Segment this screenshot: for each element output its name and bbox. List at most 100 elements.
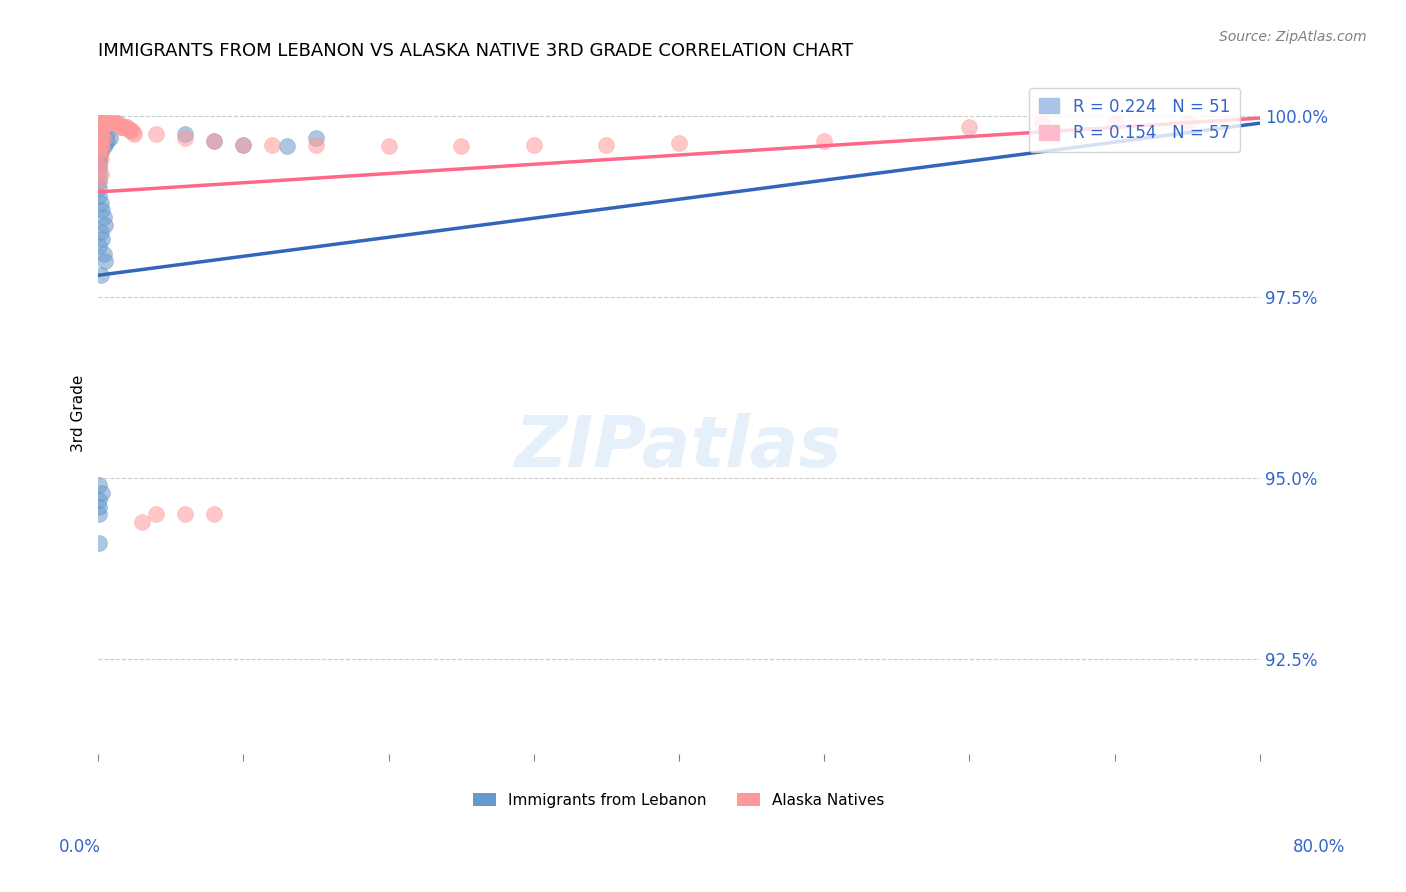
- Legend: Immigrants from Lebanon, Alaska Natives: Immigrants from Lebanon, Alaska Natives: [467, 787, 891, 814]
- Text: IMMIGRANTS FROM LEBANON VS ALASKA NATIVE 3RD GRADE CORRELATION CHART: IMMIGRANTS FROM LEBANON VS ALASKA NATIVE…: [98, 42, 853, 60]
- Point: [89, 492, 111, 507]
- Point: [118, 123, 141, 137]
- Point: [90, 195, 112, 210]
- Point: [98, 116, 121, 130]
- Point: [89, 134, 111, 148]
- Point: [89, 181, 111, 195]
- Point: [90, 116, 112, 130]
- Point: [91, 116, 114, 130]
- Point: [90, 137, 112, 152]
- Point: [1175, 116, 1198, 130]
- Point: [202, 134, 225, 148]
- Point: [174, 130, 197, 145]
- Point: [89, 123, 111, 137]
- Point: [91, 203, 114, 218]
- Point: [262, 137, 284, 152]
- Point: [90, 127, 112, 141]
- Point: [174, 127, 197, 141]
- Point: [94, 218, 117, 232]
- Point: [90, 225, 112, 239]
- Point: [450, 139, 472, 153]
- Point: [91, 141, 114, 155]
- Point: [108, 120, 131, 134]
- Point: [523, 137, 546, 152]
- Point: [104, 116, 127, 130]
- Point: [89, 536, 111, 550]
- Point: [90, 137, 112, 152]
- Text: Source: ZipAtlas.com: Source: ZipAtlas.com: [1219, 30, 1367, 45]
- Point: [96, 116, 118, 130]
- Point: [1031, 116, 1053, 130]
- Point: [89, 478, 111, 492]
- Point: [101, 116, 124, 130]
- Point: [90, 268, 112, 283]
- Point: [96, 134, 118, 148]
- Point: [105, 116, 128, 130]
- Point: [90, 116, 112, 130]
- Point: [89, 500, 111, 515]
- Point: [89, 174, 111, 188]
- Point: [91, 485, 114, 500]
- Point: [124, 127, 146, 141]
- Point: [89, 160, 111, 174]
- Point: [122, 125, 145, 139]
- Point: [305, 137, 328, 152]
- Point: [91, 130, 114, 145]
- Point: [94, 137, 117, 152]
- Point: [103, 116, 125, 130]
- Point: [131, 515, 153, 529]
- Point: [93, 116, 115, 130]
- Point: [174, 508, 197, 522]
- Point: [957, 120, 980, 134]
- Point: [98, 130, 121, 145]
- Point: [110, 120, 132, 134]
- Point: [94, 253, 117, 268]
- Point: [107, 116, 129, 130]
- Point: [96, 127, 118, 141]
- Point: [94, 116, 117, 130]
- Point: [89, 153, 111, 167]
- Point: [89, 508, 111, 522]
- Text: 80.0%: 80.0%: [1292, 838, 1346, 855]
- Point: [89, 188, 111, 202]
- Point: [90, 127, 112, 141]
- Point: [89, 123, 111, 137]
- Point: [89, 174, 111, 188]
- Point: [668, 136, 690, 151]
- Point: [145, 127, 167, 141]
- Point: [89, 116, 111, 130]
- Text: ZIPatlas: ZIPatlas: [515, 412, 842, 482]
- Point: [90, 153, 112, 167]
- Point: [93, 123, 115, 137]
- Point: [93, 137, 115, 152]
- Text: 0.0%: 0.0%: [59, 838, 101, 855]
- Point: [89, 137, 111, 152]
- Point: [595, 137, 617, 152]
- Point: [91, 141, 114, 155]
- Point: [112, 120, 135, 134]
- Point: [120, 123, 142, 137]
- Point: [91, 232, 114, 246]
- Point: [202, 508, 225, 522]
- Point: [91, 116, 114, 130]
- Point: [89, 145, 111, 160]
- Point: [93, 211, 115, 225]
- Point: [89, 156, 111, 170]
- Point: [111, 120, 134, 134]
- Point: [93, 130, 115, 145]
- Point: [90, 123, 112, 137]
- Point: [89, 160, 111, 174]
- Point: [89, 239, 111, 253]
- Point: [94, 120, 117, 134]
- Point: [91, 134, 114, 148]
- Point: [93, 130, 115, 145]
- Point: [89, 116, 111, 130]
- Point: [232, 137, 254, 152]
- Point: [145, 508, 167, 522]
- Point: [1104, 116, 1126, 130]
- Point: [276, 139, 298, 153]
- Y-axis label: 3rd Grade: 3rd Grade: [72, 375, 86, 451]
- Point: [90, 167, 112, 181]
- Point: [90, 145, 112, 160]
- Point: [89, 120, 111, 134]
